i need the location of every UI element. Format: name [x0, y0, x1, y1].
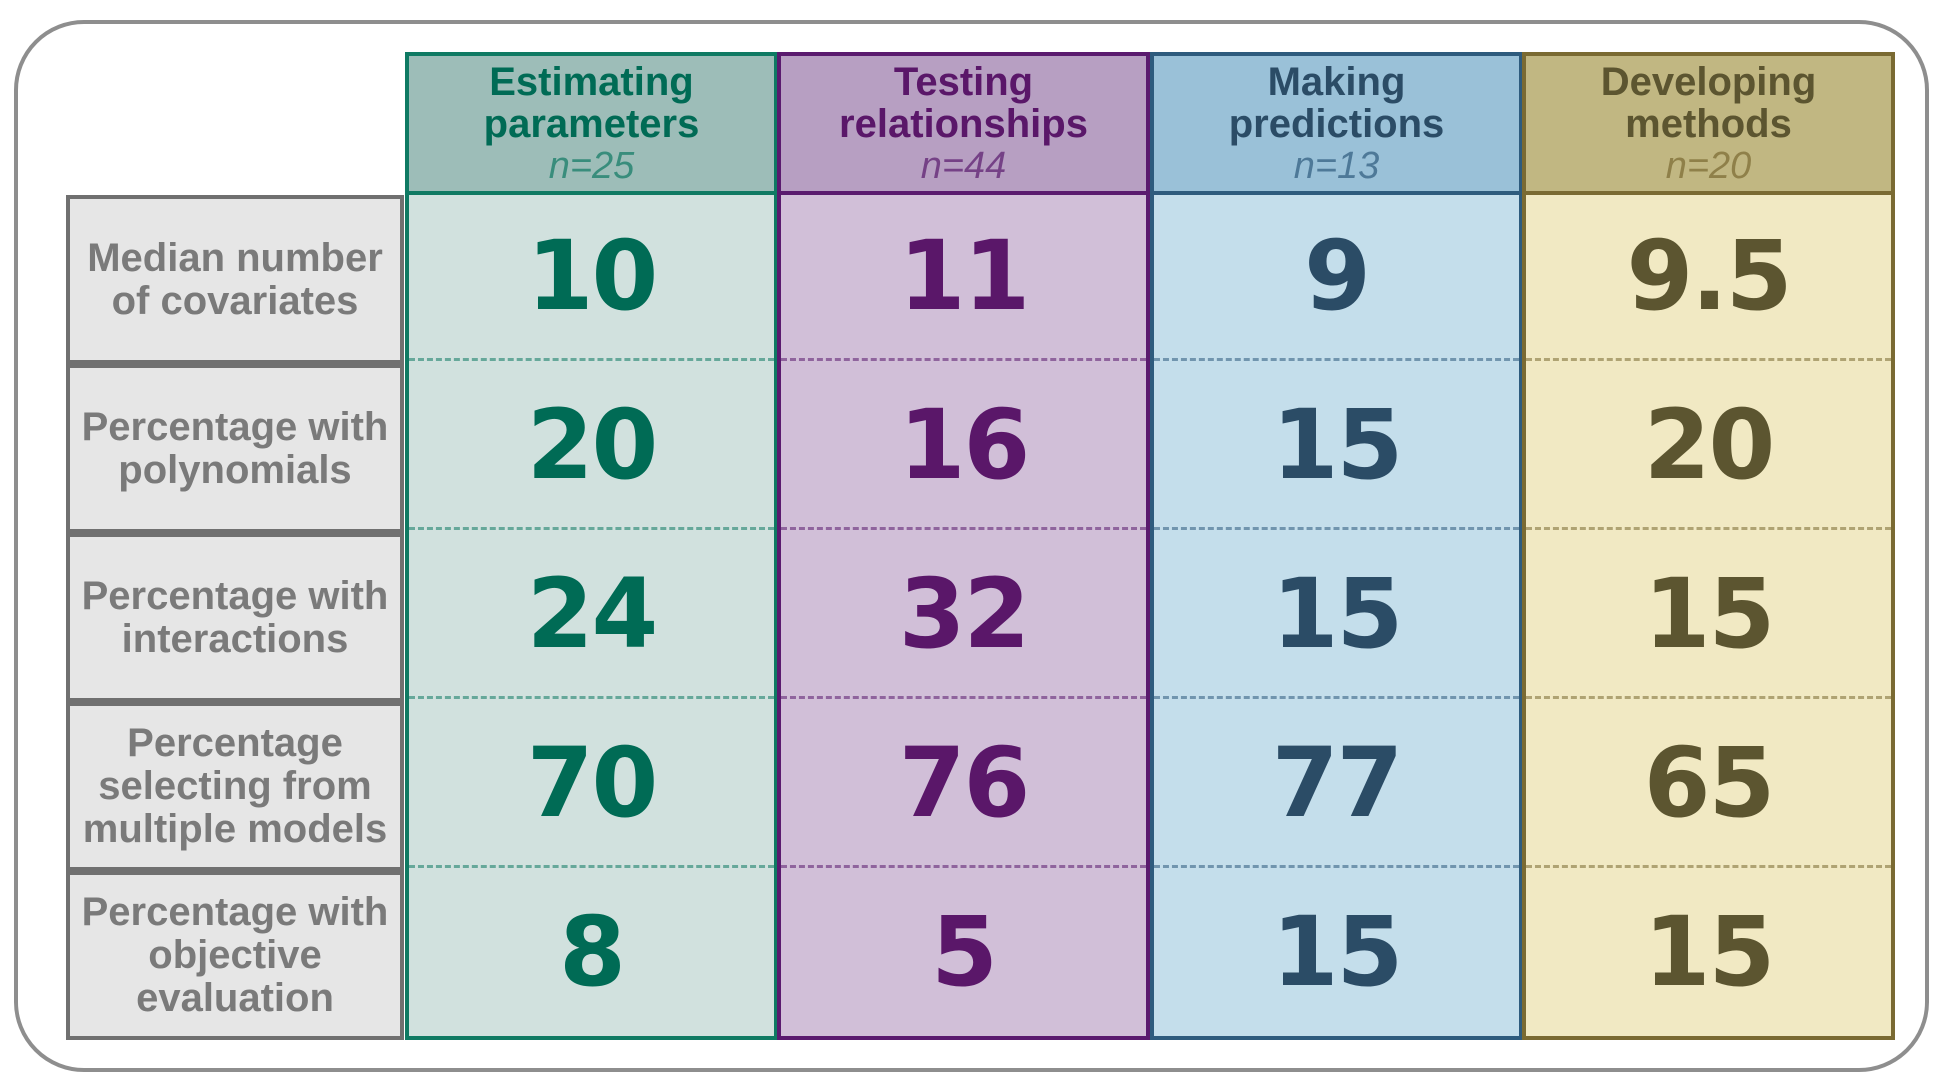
row-divider — [781, 696, 1146, 699]
value-cell: 15 — [1271, 388, 1404, 501]
row-divider — [1154, 696, 1519, 699]
column-body: 11 16 32 76 5 — [777, 195, 1150, 1040]
column-header: Developing methods n=20 — [1522, 52, 1895, 195]
value-cell: 77 — [1271, 726, 1404, 839]
row-divider — [1154, 358, 1519, 361]
value-cell: 15 — [1271, 895, 1404, 1008]
column-3: Developing methods n=20 9.5 20 15 65 15 — [1522, 52, 1895, 1040]
value-cell: 16 — [898, 388, 1031, 501]
value-cell: 70 — [526, 726, 659, 839]
column-body: 9.5 20 15 65 15 — [1522, 195, 1895, 1040]
row-divider — [781, 865, 1146, 868]
column-header: Testing relationships n=44 — [777, 52, 1150, 195]
row-label: Median number of covariates — [66, 195, 404, 364]
value-cell: 20 — [526, 388, 659, 501]
value-cell: 11 — [898, 219, 1031, 332]
row-divider — [1526, 527, 1891, 530]
value-cell: 15 — [1643, 895, 1776, 1008]
row-divider — [1526, 696, 1891, 699]
column-title: Developing methods — [1600, 59, 1817, 146]
column-1: Testing relationships n=44 11 16 32 76 5 — [777, 52, 1150, 1040]
row-divider — [409, 527, 774, 530]
row-label: Percentage selecting from multiple model… — [66, 702, 404, 871]
row-divider — [409, 358, 774, 361]
value-cell: 15 — [1271, 557, 1404, 670]
column-2: Making predictions n=13 9 15 15 77 15 — [1150, 52, 1523, 1040]
column-header: Making predictions n=13 — [1150, 52, 1523, 195]
row-divider — [409, 696, 774, 699]
column-0: Estimating parameters n=25 10 20 24 70 8 — [405, 52, 778, 1040]
column-body: 10 20 24 70 8 — [405, 195, 778, 1040]
rounded-frame — [14, 20, 1929, 1072]
column-title: Estimating parameters — [483, 59, 700, 146]
column-n-label: n=13 — [1293, 144, 1380, 187]
column-body: 9 15 15 77 15 — [1150, 195, 1523, 1040]
value-cell: 8 — [559, 895, 626, 1008]
value-cell: 24 — [526, 557, 659, 670]
column-n-label: n=20 — [1665, 144, 1752, 187]
value-cell: 5 — [931, 895, 998, 1008]
value-cell: 10 — [526, 219, 659, 332]
row-divider — [1154, 865, 1519, 868]
value-cell: 9 — [1304, 219, 1371, 332]
value-cell: 65 — [1643, 726, 1776, 839]
value-cell: 9.5 — [1626, 219, 1792, 332]
row-divider — [781, 358, 1146, 361]
value-cell: 32 — [898, 557, 1031, 670]
column-title: Making predictions — [1228, 59, 1445, 146]
column-header: Estimating parameters n=25 — [405, 52, 778, 195]
column-title: Testing relationships — [839, 59, 1088, 146]
row-label: Percentage with interactions — [66, 533, 404, 702]
row-label: Percentage with polynomials — [66, 364, 404, 533]
value-cell: 76 — [898, 726, 1031, 839]
row-divider — [1526, 865, 1891, 868]
row-label: Percentage with objective evaluation — [66, 871, 404, 1040]
row-divider — [1526, 358, 1891, 361]
row-headers: Median number of covariates Percentage wi… — [66, 195, 404, 1040]
row-divider — [409, 865, 774, 868]
value-cell: 15 — [1643, 557, 1776, 670]
column-n-label: n=25 — [548, 144, 635, 187]
column-n-label: n=44 — [920, 144, 1007, 187]
value-cell: 20 — [1643, 388, 1776, 501]
row-divider — [781, 527, 1146, 530]
row-divider — [1154, 527, 1519, 530]
